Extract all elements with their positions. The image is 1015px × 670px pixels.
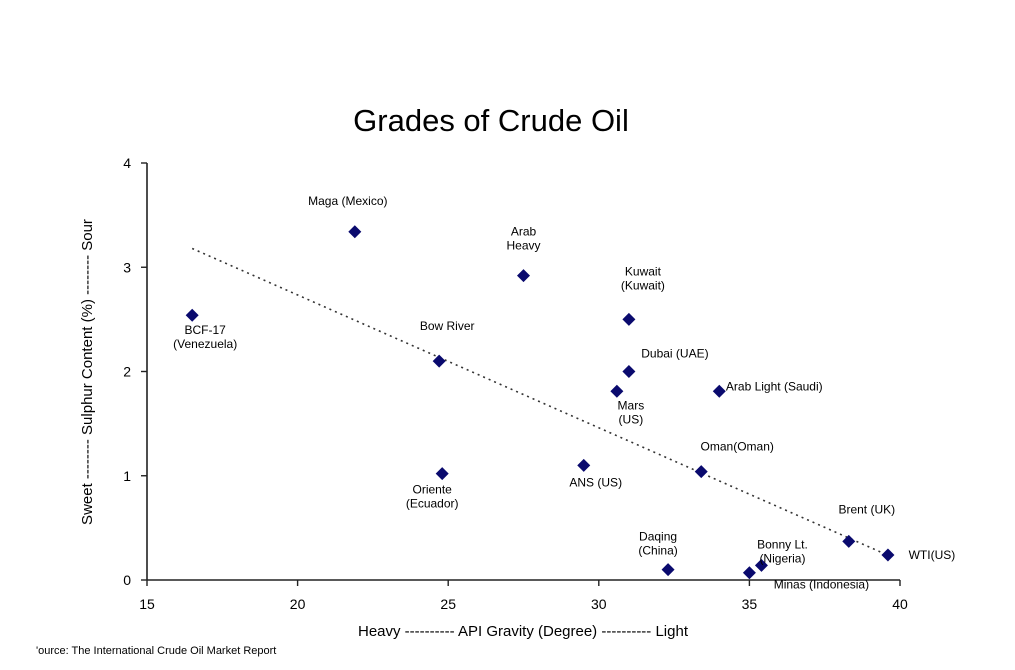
data-point-marker (435, 467, 449, 481)
x-axis-label: Heavy ---------- API Gravity (Degree) --… (358, 623, 689, 640)
data-point-marker (742, 566, 756, 580)
data-point-label-line: (US) (619, 412, 644, 426)
data-point-label: Brent (UK) (838, 502, 895, 516)
chart-title: Grades of Crude Oil (353, 103, 629, 138)
data-point-label-line: ANS (US) (569, 475, 622, 489)
source-note: 'ource: The International Crude Oil Mark… (36, 645, 276, 657)
y-tick-label: 4 (123, 155, 131, 171)
data-point-label-line: Arab Light (Saudi) (726, 379, 823, 393)
data-point-label: WTI(US) (909, 548, 956, 562)
x-ticks: 15 20 25 30 35 40 (139, 580, 908, 612)
data-point-label-line: (Kuwait) (621, 278, 665, 292)
data-point-label: Oriente (Ecuador) (406, 483, 459, 511)
data-point-label: Dubai (UAE) (641, 347, 708, 361)
data-point-marker (348, 225, 362, 239)
trendline-layer (191, 247, 886, 555)
data-point-marker (661, 563, 675, 577)
data-point-label-line: (Nigeria) (759, 551, 805, 565)
data-point-marker (622, 365, 636, 378)
data-point-label-line: Kuwait (625, 264, 662, 278)
data-point-label: BCF-17 (Venezuela) (173, 323, 237, 351)
data-point-label-line: Bonny Lt. (757, 537, 808, 551)
data-point-label: Bonny Lt. (Nigeria) (757, 537, 808, 565)
data-point-marker (622, 312, 636, 326)
data-point-label: Maga (Mexico) (308, 194, 387, 208)
data-point-label-line: Minas (Indonesia) (774, 578, 869, 592)
data-point-label: Daqing (China) (638, 530, 677, 558)
data-point-marker (881, 548, 895, 562)
data-point-marker (712, 384, 726, 398)
data-point-label: Bow River (420, 319, 475, 333)
data-point-label: Mars (US) (618, 398, 645, 426)
x-tick-label: 40 (892, 596, 908, 612)
data-point-label-line: Maga (Mexico) (308, 194, 387, 208)
points-layer (185, 225, 895, 580)
data-point-label: ANS (US) (569, 475, 622, 489)
y-tick-label: 1 (123, 468, 131, 484)
x-tick-label: 25 (440, 596, 456, 612)
data-point-label: Arab Light (Saudi) (726, 379, 823, 393)
data-point-marker (577, 458, 591, 472)
y-tick-label: 0 (123, 572, 131, 588)
trendline (191, 247, 886, 555)
data-point-label-line: Bow River (420, 319, 475, 333)
data-point-label-line: (China) (638, 544, 677, 558)
data-point-label-line: Arab (511, 225, 537, 239)
data-point-label-line: (Venezuela) (173, 337, 237, 351)
y-tick-label: 2 (123, 364, 131, 380)
data-point-label-line: Brent (UK) (838, 502, 895, 516)
data-point-label-line: (Ecuador) (406, 497, 459, 511)
data-point-label-line: Daqing (639, 530, 677, 544)
data-point-label-line: Oman(Oman) (701, 440, 774, 454)
data-point-label: Arab Heavy (506, 225, 540, 253)
x-tick-label: 30 (591, 596, 607, 612)
data-point-marker (517, 269, 530, 283)
x-tick-label: 15 (139, 596, 155, 612)
data-point-label-line: BCF-17 (185, 323, 227, 337)
point-labels-layer: Maga (Mexico) Arab Heavy Kuwait (Kuwait) BCF-… (173, 194, 955, 592)
data-point-label-line: Dubai (UAE) (641, 347, 708, 361)
data-point-label-line: Oriente (412, 483, 452, 497)
data-point-marker (610, 384, 624, 398)
data-point-label-line: Mars (618, 398, 645, 412)
data-point-marker (185, 308, 199, 322)
x-tick-label: 20 (290, 596, 306, 612)
y-tick-label: 3 (123, 259, 131, 275)
data-point-label: Oman(Oman) (701, 440, 774, 454)
data-point-marker (694, 465, 708, 479)
data-point-label: Minas (Indonesia) (774, 578, 869, 592)
data-point-label-line: Heavy (506, 239, 540, 253)
x-tick-label: 35 (742, 596, 758, 612)
y-axis-label: Sweet -------- Sulphur Content (%) -----… (79, 219, 96, 525)
data-point-label: Kuwait (Kuwait) (621, 264, 665, 292)
data-point-marker (842, 534, 856, 548)
y-ticks: 0 1 2 3 4 (123, 155, 147, 588)
data-point-marker (754, 558, 768, 572)
data-point-label-line: WTI(US) (909, 548, 956, 562)
data-point-marker (432, 354, 446, 368)
